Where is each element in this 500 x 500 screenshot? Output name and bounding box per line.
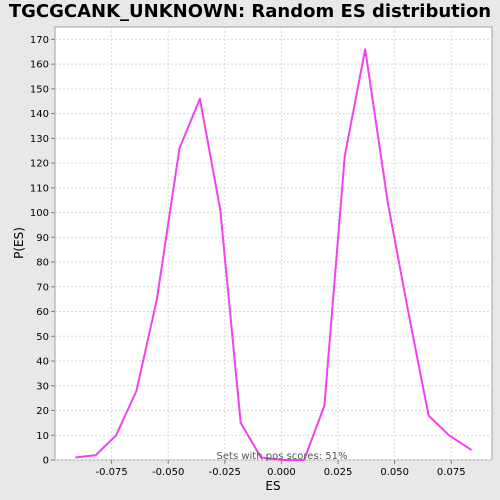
- y-tick-label: 100: [30, 208, 49, 219]
- y-tick-label: 20: [36, 406, 49, 417]
- y-tick-label: 170: [30, 35, 49, 46]
- x-tick-label: -0.075: [95, 467, 127, 478]
- y-tick-label: 110: [30, 183, 49, 194]
- x-tick-label: 0.075: [437, 467, 466, 478]
- grid-lines: [55, 27, 492, 461]
- y-tick-label: 140: [30, 109, 49, 120]
- axis-ticks: 0 10 20 30 40 50 60 70 80 90 100 110 120 130 140 150 160…: [30, 35, 466, 478]
- y-tick-label: 70: [36, 282, 49, 293]
- y-tick-label: 30: [36, 381, 49, 392]
- pos-scores-annotation: Sets with pos scores: 51%: [217, 451, 348, 462]
- x-tick-label: 0.000: [267, 467, 296, 478]
- y-axis-label: P(ES): [12, 227, 26, 259]
- y-tick-label: 130: [30, 134, 49, 145]
- y-tick-label: 50: [36, 332, 49, 343]
- x-axis-label: ES: [265, 479, 280, 493]
- y-tick-label: 60: [36, 307, 49, 318]
- series-line: [75, 48, 473, 461]
- plot-area: [54, 26, 493, 461]
- x-tick-label: -0.050: [152, 467, 184, 478]
- y-tick-label: 120: [30, 159, 49, 170]
- y-tick-label: 40: [36, 357, 49, 368]
- y-tick-label: 150: [30, 84, 49, 95]
- y-tick-label: 90: [36, 233, 49, 244]
- y-tick-label: 160: [30, 60, 49, 71]
- y-tick-label: 0: [43, 456, 49, 467]
- x-tick-label: 0.050: [380, 467, 409, 478]
- y-tick-label: 10: [36, 431, 49, 442]
- x-tick-label: 0.025: [324, 467, 353, 478]
- x-tick-label: -0.025: [209, 467, 241, 478]
- chart-title: TGCGCANK_UNKNOWN: Random ES distribution: [8, 1, 492, 22]
- y-tick-label: 80: [36, 258, 49, 269]
